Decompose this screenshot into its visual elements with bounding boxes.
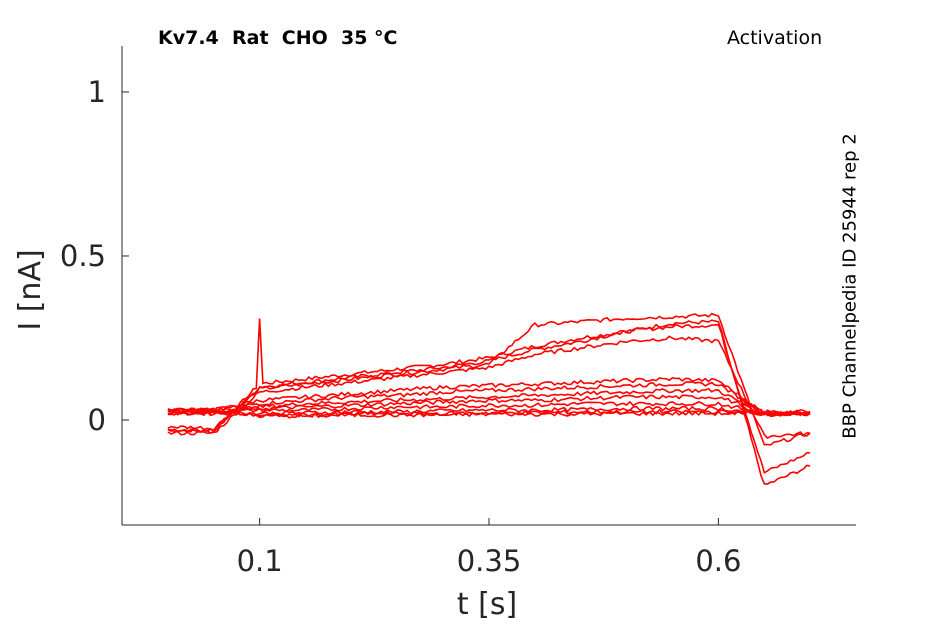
y-tick-label: 1 <box>88 75 106 109</box>
series-line <box>167 312 811 446</box>
chart-title: Kv7.4 Rat CHO 35 °C <box>158 27 398 49</box>
series-line <box>167 318 811 485</box>
series-line <box>167 377 811 416</box>
y-tick-label: 0 <box>88 403 106 437</box>
x-tick-label: 0.35 <box>457 544 522 578</box>
series-line <box>167 394 811 415</box>
series-line <box>167 335 811 440</box>
x-tick-label: 0.1 <box>237 544 283 578</box>
chart-subtitle: Activation <box>727 27 823 49</box>
x-tick-label: 0.6 <box>695 544 741 578</box>
series-line <box>167 387 811 418</box>
y-tick-label: 0.5 <box>60 239 106 273</box>
series-line <box>167 400 811 417</box>
series-line <box>167 381 811 417</box>
y-axis-label: I [nA] <box>13 249 48 330</box>
series-line <box>167 407 811 419</box>
plot-lines <box>167 312 811 485</box>
axis-ticks: 0.1 0.35 0.6 0 0.5 1 <box>60 75 742 578</box>
x-axis-label: t [s] <box>457 587 517 622</box>
